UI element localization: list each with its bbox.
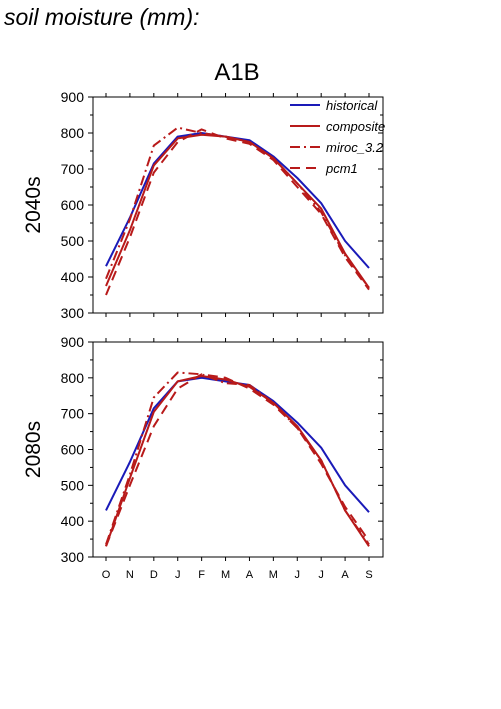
panel-ylabel: 2080s <box>22 421 45 478</box>
legend-label: historical <box>326 98 378 113</box>
chart-title: A1B <box>214 59 259 86</box>
series-line-historical <box>105 376 370 513</box>
legend-label: pcm1 <box>325 161 358 176</box>
x-tick-label: J <box>318 569 324 581</box>
series-line-composite <box>105 375 370 547</box>
series-line-pcm1 <box>105 128 370 296</box>
x-tick-label: A <box>246 569 254 581</box>
series-line-pcm1 <box>105 373 370 547</box>
x-tick-label: F <box>198 569 205 581</box>
panel-ylabel: 2040s <box>22 176 45 233</box>
panels: 300 400 500 600 700 800 900 2040s 300 400 500 600 70… <box>22 89 384 581</box>
x-tick-label: M <box>221 569 230 581</box>
y-tick-label: 700 <box>61 406 85 422</box>
series-line-composite <box>105 133 370 289</box>
y-tick-label: 400 <box>61 513 85 529</box>
y-tick-label: 300 <box>61 549 85 565</box>
legend-label: miroc_3.2 <box>326 140 384 155</box>
y-tick-label: 800 <box>61 370 85 386</box>
legend: historical composite miroc_3.2 pcm1 <box>290 98 385 176</box>
page-title: soil moisture (mm): <box>4 4 200 30</box>
y-tick-label: 700 <box>61 161 85 177</box>
y-tick-label: 800 <box>61 125 85 141</box>
x-tick-label: M <box>269 569 278 581</box>
x-tick-label: N <box>126 569 134 581</box>
series-line-miroc_3.2 <box>105 371 370 546</box>
y-tick-label: 400 <box>61 269 85 285</box>
y-tick-label: 500 <box>61 233 85 249</box>
x-tick-label: D <box>150 569 158 581</box>
x-tick-label: O <box>102 569 111 581</box>
x-tick-label: S <box>365 569 372 581</box>
panel-2080s: 300 400 500 600 700 800 900 O N D J F M A M J J A S 2080s <box>22 334 384 581</box>
x-tick-label: A <box>341 569 349 581</box>
legend-label: composite <box>326 119 385 134</box>
y-tick-label: 500 <box>61 477 85 493</box>
y-tick-label: 600 <box>61 442 85 458</box>
y-tick-label: 300 <box>61 305 85 321</box>
y-tick-label: 900 <box>61 334 85 350</box>
panel-2040s: 300 400 500 600 700 800 900 2040s <box>22 89 384 321</box>
x-tick-label: J <box>175 569 181 581</box>
x-tick-label: J <box>295 569 301 581</box>
y-tick-label: 600 <box>61 197 85 213</box>
y-tick-label: 900 <box>61 89 85 105</box>
